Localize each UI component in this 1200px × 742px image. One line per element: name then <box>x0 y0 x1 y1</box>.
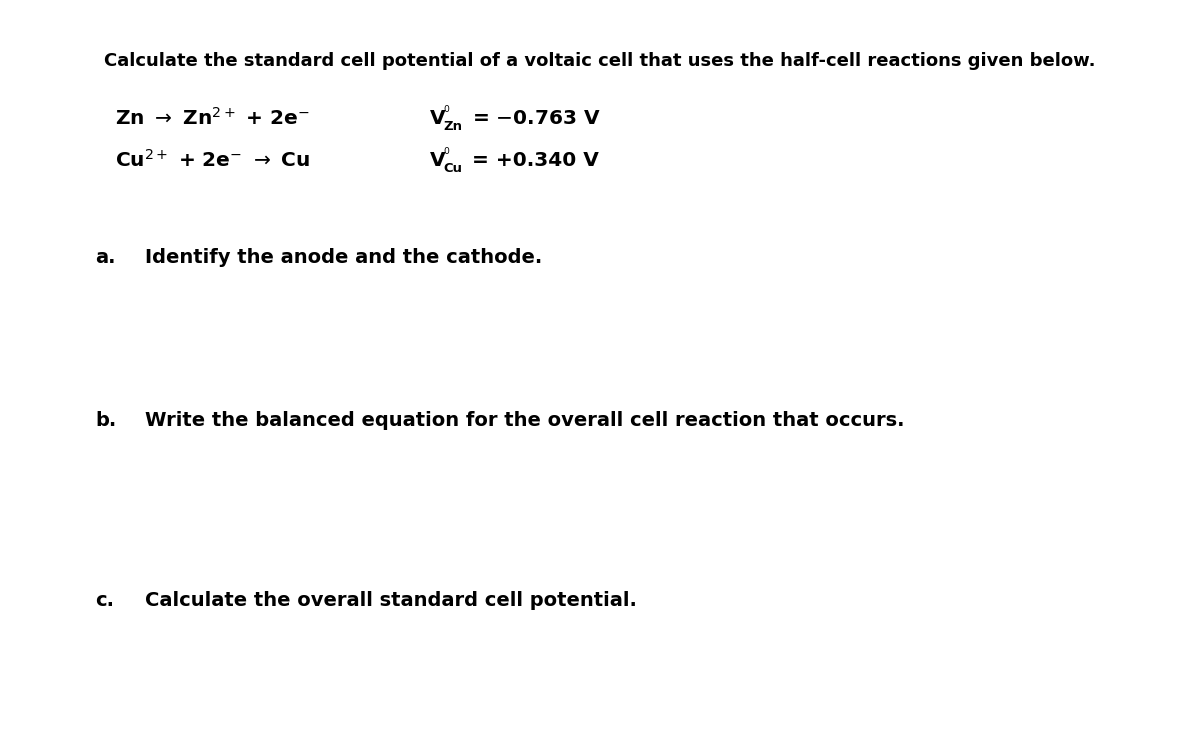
Text: = +0.340 V: = +0.340 V <box>466 151 599 169</box>
Text: a.: a. <box>95 249 115 268</box>
Text: c.: c. <box>95 591 114 609</box>
Text: Cu$^{2+}$ + 2e$^{-}$ $\rightarrow$ Cu: Cu$^{2+}$ + 2e$^{-}$ $\rightarrow$ Cu <box>115 149 311 171</box>
Text: $^0$: $^0$ <box>443 148 450 160</box>
Text: Calculate the standard cell potential of a voltaic cell that uses the half-cell : Calculate the standard cell potential of… <box>104 52 1096 70</box>
Text: Identify the anode and the cathode.: Identify the anode and the cathode. <box>145 249 542 268</box>
Text: Zn $\rightarrow$ Zn$^{2+}$ + 2e$^{-}$: Zn $\rightarrow$ Zn$^{2+}$ + 2e$^{-}$ <box>115 107 310 129</box>
Text: V: V <box>430 108 445 128</box>
Text: $^0$: $^0$ <box>443 105 450 119</box>
Text: Cu: Cu <box>443 162 462 176</box>
Text: b.: b. <box>95 410 116 430</box>
Text: Write the balanced equation for the overall cell reaction that occurs.: Write the balanced equation for the over… <box>145 410 905 430</box>
Text: V: V <box>430 151 445 169</box>
Text: Zn: Zn <box>443 120 462 134</box>
Text: Calculate the overall standard cell potential.: Calculate the overall standard cell pote… <box>145 591 637 609</box>
Text: = $-$0.763 V: = $-$0.763 V <box>466 108 601 128</box>
